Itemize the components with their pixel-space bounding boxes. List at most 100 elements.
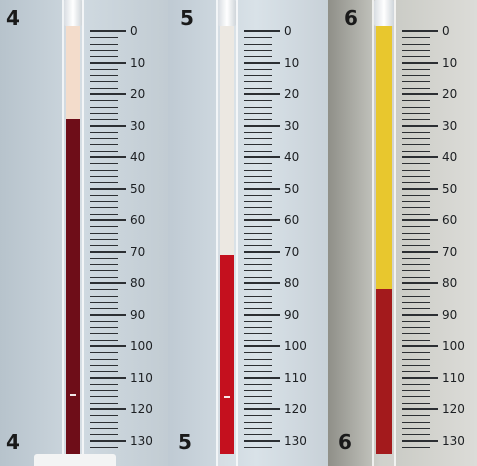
- minor-tick: [402, 138, 430, 140]
- minor-tick: [402, 49, 430, 51]
- scale-label: 10: [442, 55, 458, 70]
- major-tick: [402, 439, 438, 442]
- scale-label: 20: [130, 87, 146, 101]
- minor-tick: [402, 182, 430, 184]
- minor-tick: [244, 245, 272, 247]
- minor-tick: [90, 119, 118, 121]
- scale-label: 130: [442, 433, 465, 448]
- minor-tick: [244, 276, 272, 278]
- scale-label: 130: [284, 433, 307, 448]
- minor-tick: [90, 245, 118, 247]
- plasma-layer: [376, 26, 392, 290]
- minor-tick: [90, 289, 118, 291]
- minor-tick: [90, 276, 118, 278]
- tube-cap: [374, 0, 394, 26]
- minor-tick: [402, 213, 430, 215]
- minor-tick: [90, 163, 118, 165]
- minor-tick: [90, 68, 118, 70]
- major-tick: [90, 156, 126, 158]
- minor-tick: [402, 144, 430, 146]
- minor-tick: [402, 81, 430, 83]
- minor-tick: [90, 213, 118, 215]
- minor-tick: [402, 106, 430, 108]
- minor-tick: [244, 295, 272, 297]
- major-tick: [402, 30, 438, 32]
- minor-tick: [244, 119, 272, 121]
- minor-tick: [90, 396, 118, 398]
- minor-tick: [90, 194, 118, 196]
- major-tick: [90, 124, 126, 127]
- minor-tick: [402, 56, 430, 58]
- plasma-layer: [66, 26, 80, 120]
- scale-label: 40: [130, 150, 146, 164]
- major-tick: [244, 250, 280, 253]
- major-tick: [244, 376, 280, 379]
- minor-tick: [90, 201, 118, 203]
- minor-tick: [244, 390, 272, 392]
- major-tick: [90, 30, 126, 32]
- major-tick: [244, 187, 280, 190]
- major-tick: [402, 156, 438, 158]
- minor-tick: [90, 37, 118, 39]
- minor-tick: [244, 213, 272, 215]
- major-tick: [90, 376, 126, 379]
- minor-tick: [90, 49, 118, 51]
- minor-tick: [244, 131, 272, 133]
- minor-tick: [402, 87, 430, 89]
- minor-tick: [402, 402, 430, 404]
- minor-tick: [244, 339, 272, 341]
- minor-tick: [244, 301, 272, 303]
- scale-label: 80: [442, 276, 458, 290]
- minor-tick: [402, 276, 430, 278]
- minor-tick: [90, 56, 118, 58]
- minor-tick: [402, 289, 430, 291]
- scale-label: 50: [284, 181, 300, 196]
- scale-label: 0: [130, 24, 138, 38]
- minor-tick: [402, 421, 430, 423]
- tube-number-top: 4: [6, 6, 20, 30]
- major-tick: [90, 93, 126, 95]
- minor-tick: [90, 352, 118, 354]
- minor-tick: [402, 327, 430, 329]
- minor-tick: [244, 138, 272, 140]
- scale-label: 0: [284, 24, 292, 38]
- tube-number-top: 5: [180, 6, 194, 30]
- minor-tick: [244, 68, 272, 70]
- scale-label: 20: [284, 87, 300, 101]
- minor-tick: [402, 352, 430, 354]
- minor-tick: [244, 396, 272, 398]
- minor-tick: [244, 43, 272, 45]
- scale-label: 120: [130, 402, 153, 416]
- major-tick: [90, 439, 126, 442]
- major-tick: [244, 124, 280, 127]
- minor-tick: [402, 333, 430, 335]
- minor-tick: [402, 358, 430, 360]
- major-tick: [402, 313, 438, 316]
- scale-label: 70: [442, 244, 458, 259]
- tube-stand: [34, 454, 116, 466]
- minor-tick: [244, 175, 272, 177]
- scale-label: 20: [442, 87, 458, 101]
- minor-tick: [244, 144, 272, 146]
- minor-tick: [402, 131, 430, 133]
- major-tick: [244, 439, 280, 442]
- minor-tick: [402, 396, 430, 398]
- minor-tick: [402, 270, 430, 272]
- major-tick: [90, 187, 126, 190]
- major-tick: [90, 313, 126, 316]
- minor-tick: [402, 43, 430, 45]
- minor-tick: [244, 182, 272, 184]
- minor-tick: [244, 201, 272, 203]
- minor-tick: [402, 308, 430, 310]
- minor-tick: [90, 371, 118, 373]
- scale-ruler: 0 10 20 30 40 50 60 70 80 90 100 110 120 130: [402, 0, 477, 466]
- minor-tick: [402, 415, 430, 417]
- scale-label: 100: [442, 339, 465, 353]
- minor-tick: [244, 383, 272, 385]
- major-tick: [402, 250, 438, 253]
- major-tick: [244, 313, 280, 316]
- tube-number-bottom: 5: [178, 430, 192, 454]
- minor-tick: [90, 182, 118, 184]
- minor-tick: [90, 232, 118, 234]
